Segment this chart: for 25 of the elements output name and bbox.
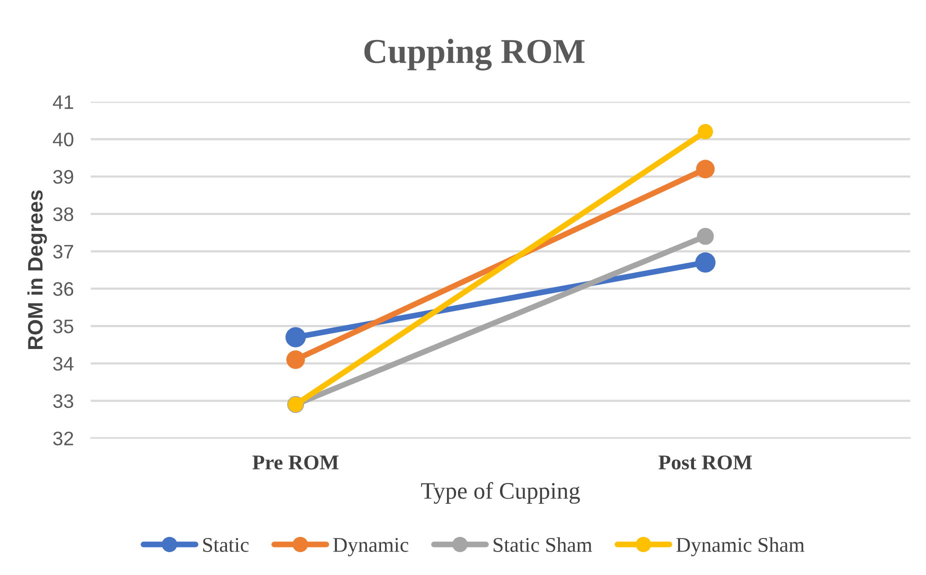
y-tick-label: 36	[53, 282, 74, 296]
point	[695, 252, 716, 273]
y-tick-label: 41	[52, 95, 74, 109]
y-tick-label: 34	[53, 356, 74, 371]
point	[698, 124, 714, 140]
legend-label: Static Sham	[494, 537, 592, 552]
y-tick-label: 38	[53, 207, 74, 222]
chart-title: Cupping ROM	[364, 38, 585, 71]
point	[285, 327, 306, 348]
point	[696, 228, 714, 245]
y-tick-label: 39	[53, 170, 74, 184]
x-axis-title: Type of Cupping	[421, 482, 580, 504]
y-axis-title: ROM in Degrees	[27, 190, 47, 350]
y-tick-label: 33	[53, 394, 74, 408]
legend-label: Dynamic	[333, 538, 408, 556]
point	[696, 160, 715, 178]
y-tick-label: 35	[53, 319, 74, 334]
legend-label: Static	[203, 538, 249, 552]
y-tick-label: 37	[53, 244, 74, 259]
point	[286, 350, 305, 369]
x-tick-label: Post ROM	[658, 455, 752, 470]
y-tick-label: 32	[53, 432, 74, 446]
legend-label: Dynamic Sham	[676, 537, 804, 556]
y-tick-label: 40	[52, 132, 74, 146]
x-tick-label: Pre ROM	[252, 455, 339, 470]
